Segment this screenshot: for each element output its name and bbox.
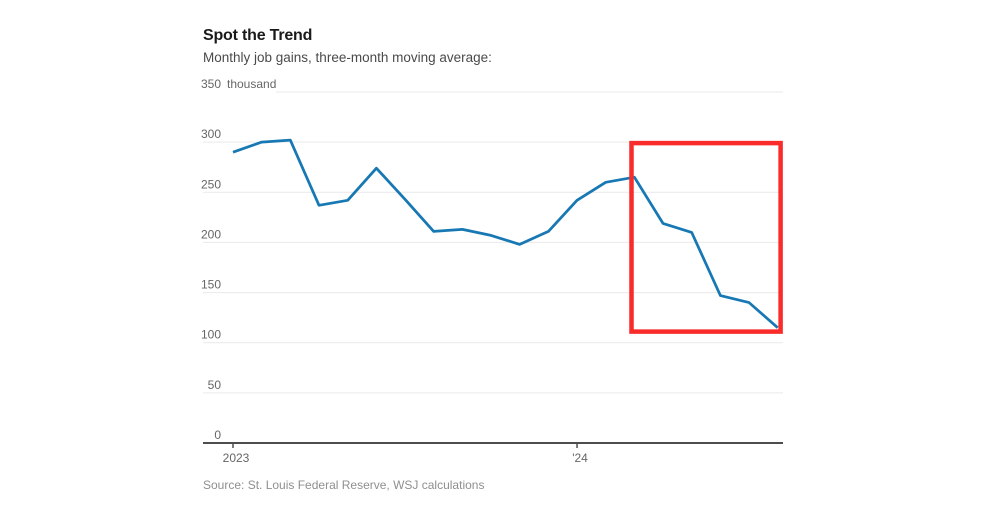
y-axis-unit-label: thousand [227, 77, 276, 91]
trend-line [232, 138, 779, 329]
y-tick-label: 350 [201, 77, 221, 91]
y-tick-label: 0 [214, 428, 221, 442]
x-tick-label: '24 [572, 451, 588, 465]
y-tick-label: 300 [201, 127, 221, 141]
highlight-box [629, 140, 783, 334]
chart-title: Spot the Trend [203, 27, 313, 44]
y-tick-label: 250 [201, 177, 221, 191]
source-note: Source: St. Louis Federal Reserve, WSJ c… [203, 478, 485, 492]
chart-subtitle: Monthly job gains, three-month moving av… [203, 50, 492, 65]
y-tick-label: 150 [201, 278, 221, 292]
y-tick-label: 50 [208, 378, 222, 392]
x-tick-label: 2023 [223, 451, 250, 465]
y-tick-label: 100 [201, 328, 221, 342]
y-tick-label: 200 [201, 227, 221, 241]
